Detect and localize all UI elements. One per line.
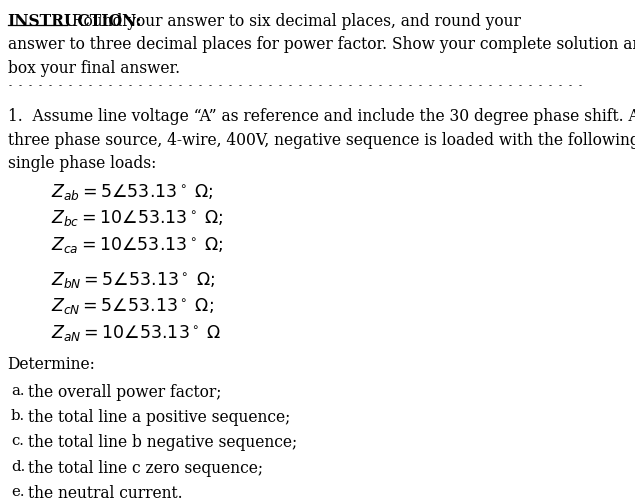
Text: the neutral current.: the neutral current. bbox=[29, 485, 183, 499]
Text: $Z_{bN} = 5\angle 53.13^\circ\;\Omega;$: $Z_{bN} = 5\angle 53.13^\circ\;\Omega;$ bbox=[51, 270, 215, 290]
Text: the overall power factor;: the overall power factor; bbox=[29, 384, 222, 401]
Text: $Z_{ab} = 5\angle 53.13^\circ\;\Omega;$: $Z_{ab} = 5\angle 53.13^\circ\;\Omega;$ bbox=[51, 182, 213, 202]
Text: Determine:: Determine: bbox=[8, 356, 95, 373]
Text: c.: c. bbox=[11, 435, 23, 449]
Text: 1.  Assume line voltage “A” as reference and include the 30 degree phase shift. : 1. Assume line voltage “A” as reference … bbox=[8, 108, 635, 125]
Text: $Z_{ca} = 10\angle 53.13^\circ\;\Omega;$: $Z_{ca} = 10\angle 53.13^\circ\;\Omega;$ bbox=[51, 235, 224, 255]
Text: $Z_{cN} = 5\angle 53.13^\circ\;\Omega;$: $Z_{cN} = 5\angle 53.13^\circ\;\Omega;$ bbox=[51, 296, 214, 316]
Text: $Z_{aN} = 10\angle 53.13^\circ\;\Omega$: $Z_{aN} = 10\angle 53.13^\circ\;\Omega$ bbox=[51, 323, 222, 343]
Text: - - - - - - - - - - - - - - - - - - - - - - - - - - - - - - - - - - - - - - - - : - - - - - - - - - - - - - - - - - - - - … bbox=[8, 81, 582, 90]
Text: d.: d. bbox=[11, 460, 25, 474]
Text: box your final answer.: box your final answer. bbox=[8, 60, 180, 77]
Text: answer to three decimal places for power factor. Show your complete solution and: answer to three decimal places for power… bbox=[8, 36, 635, 53]
Text: the total line b negative sequence;: the total line b negative sequence; bbox=[29, 435, 298, 452]
Text: Round your answer to six decimal places, and round your: Round your answer to six decimal places,… bbox=[67, 13, 521, 30]
Text: $Z_{bc} = 10\angle 53.13^\circ\;\Omega;$: $Z_{bc} = 10\angle 53.13^\circ\;\Omega;$ bbox=[51, 209, 224, 229]
Text: INSTRUCTION:: INSTRUCTION: bbox=[8, 13, 142, 30]
Text: the total line a positive sequence;: the total line a positive sequence; bbox=[29, 409, 291, 426]
Text: the total line c zero sequence;: the total line c zero sequence; bbox=[29, 460, 264, 477]
Text: e.: e. bbox=[11, 485, 24, 499]
Text: three phase source, 4-wire, 400V, negative sequence is loaded with the following: three phase source, 4-wire, 400V, negati… bbox=[8, 132, 635, 149]
Text: a.: a. bbox=[11, 384, 24, 398]
Text: b.: b. bbox=[11, 409, 25, 423]
Text: single phase loads:: single phase loads: bbox=[8, 155, 156, 172]
